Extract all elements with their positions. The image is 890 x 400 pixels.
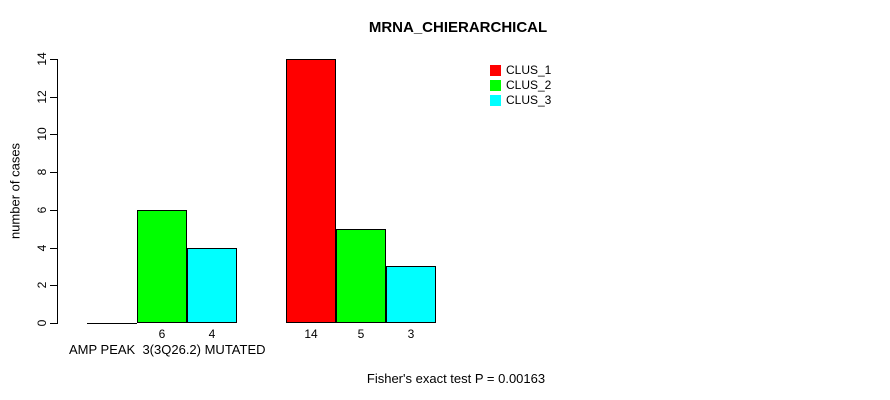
x-axis-label: AMP PEAK 3(3Q26.2) MUTATED (69, 342, 266, 357)
legend-label: CLUS_3 (506, 93, 552, 107)
y-tick-label: 12 (35, 90, 49, 104)
bar-value-label: 5 (357, 327, 365, 341)
y-tick-label: 4 (35, 244, 49, 252)
legend-row-clus_3: CLUS_3 (490, 93, 552, 107)
legend: CLUS_1 CLUS_2 CLUS_3 (490, 63, 552, 109)
legend-row-clus_2: CLUS_2 (490, 78, 552, 92)
y-tick-label: 10 (35, 127, 49, 141)
y-tick-label: 8 (35, 168, 49, 176)
y-tick-label: 0 (35, 319, 49, 327)
bar-value-label: 3 (407, 327, 415, 341)
legend-swatch-icon (490, 94, 501, 106)
bar-value-label: 14 (304, 327, 318, 341)
legend-swatch-icon (490, 64, 501, 76)
y-axis-line (57, 59, 58, 324)
y-tick-mark (50, 323, 57, 324)
fisher-test-annotation: Fisher's exact test P = 0.00163 (366, 371, 546, 386)
y-tick-mark (50, 210, 57, 211)
legend-label: CLUS_1 (506, 63, 552, 77)
y-tick-mark (50, 172, 57, 173)
y-tick-mark (50, 134, 57, 135)
y-tick-label: 2 (35, 281, 49, 289)
bar-value-label: 4 (208, 327, 216, 341)
legend-label: CLUS_2 (506, 78, 552, 92)
bar-group-1-clus_3 (187, 248, 237, 323)
legend-row-clus_1: CLUS_1 (490, 63, 552, 77)
bar-group-1-clus_1 (87, 323, 137, 324)
bar-group-2-clus_3 (386, 266, 436, 323)
y-tick-label: 6 (35, 206, 49, 214)
y-tick-mark (50, 248, 57, 249)
y-tick-mark (50, 97, 57, 98)
bar-group-2-clus_1 (286, 59, 336, 323)
y-tick-label: 14 (35, 52, 49, 66)
bar-group-2-clus_2 (336, 229, 386, 323)
y-tick-mark (50, 285, 57, 286)
bar-value-label: 6 (158, 327, 166, 341)
legend-swatch-icon (490, 79, 501, 91)
bar-group-1-clus_2 (137, 210, 187, 323)
y-axis-label: number of cases (7, 142, 23, 240)
chart-title: MRNA_CHIERARCHICAL (368, 19, 548, 36)
y-tick-mark (50, 59, 57, 60)
